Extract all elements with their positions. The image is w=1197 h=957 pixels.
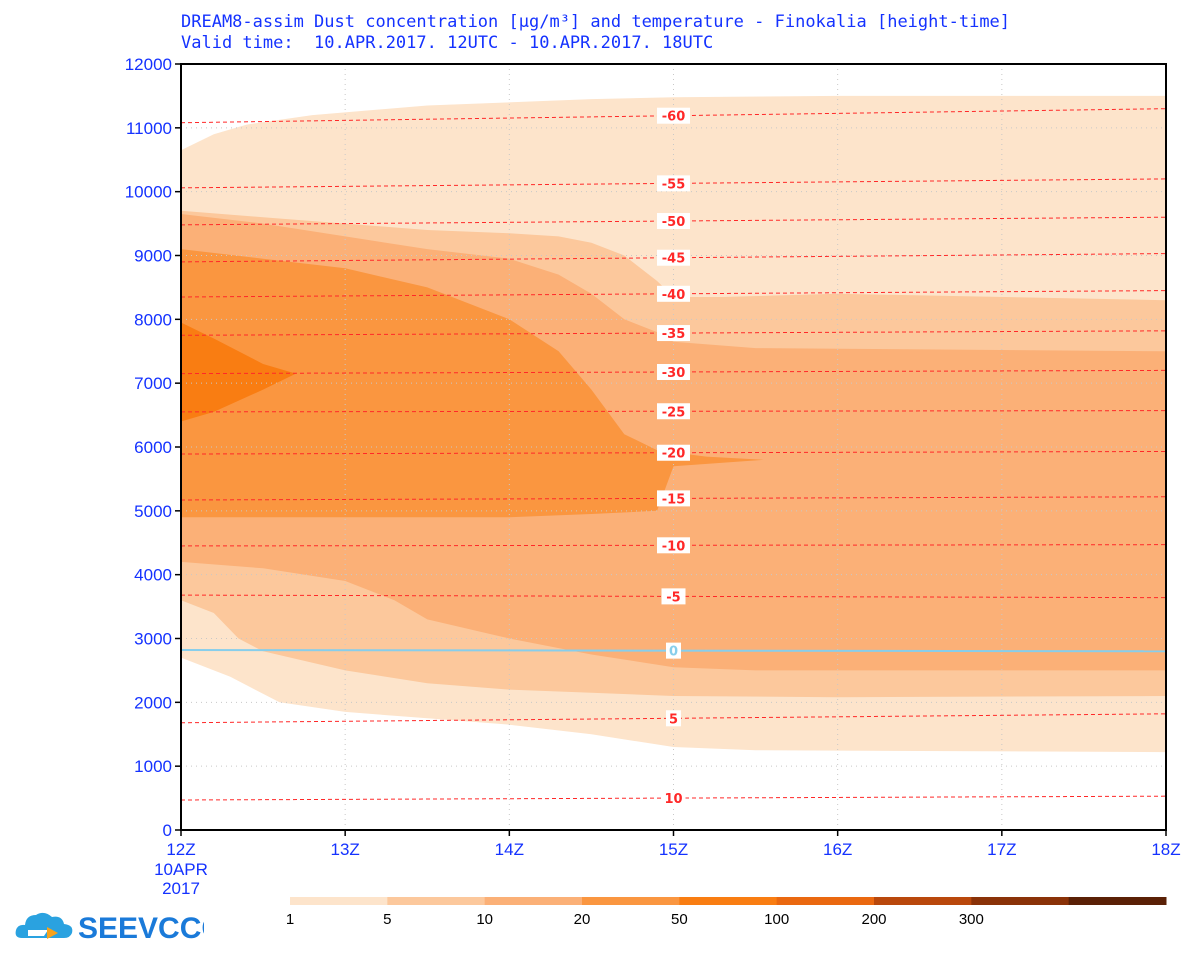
colorbar-segment <box>387 897 486 905</box>
colorbar-segment <box>582 897 680 905</box>
colorbar-segment <box>874 897 972 905</box>
isotherm-label: -40 <box>662 288 686 303</box>
colorbar-label: 10 <box>476 911 493 928</box>
x-tick-label: 17Z <box>987 840 1016 859</box>
dust-contour-50 <box>181 322 296 422</box>
colorbar-segment <box>776 897 875 905</box>
chart-title: DREAM8-assim Dust concentration [µg/m³] … <box>181 12 1011 32</box>
colorbar-label: 1 <box>286 911 294 928</box>
y-tick-label: 12000 <box>125 55 172 74</box>
isotherm-label-bg <box>657 107 690 124</box>
cloud-icon <box>15 912 73 939</box>
y-tick-label: 10000 <box>125 183 172 202</box>
colorbar-label: 300 <box>959 911 984 928</box>
isotherm-label: -60 <box>662 110 686 125</box>
isotherm-label: 0 <box>669 645 678 660</box>
chart-subtitle-valid-time: Valid time: 10.APR.2017. 12UTC - 10.APR.… <box>181 33 714 53</box>
isotherm-label: 5 <box>669 712 678 727</box>
isotherm-label: 10 <box>664 792 682 807</box>
isotherm-label: -25 <box>662 405 686 420</box>
isotherm-label-bg <box>657 213 690 230</box>
colorbar-segment <box>971 897 1070 905</box>
y-tick-label: 8000 <box>134 310 172 329</box>
y-tick-label: 7000 <box>134 374 172 393</box>
isotherm-label-bg <box>666 642 681 659</box>
isotherm-label-bg <box>661 588 686 605</box>
colorbar-label: 200 <box>861 911 886 928</box>
isotherm-label: -15 <box>662 492 686 507</box>
isotherm-label-bg <box>657 249 690 266</box>
x-tick-label: 13Z <box>331 840 360 859</box>
colorbar-segment <box>679 897 778 905</box>
y-tick-label: 2000 <box>134 693 172 712</box>
logo-text: SEEVCCC <box>78 912 204 945</box>
isotherm-label-bg <box>657 175 690 192</box>
y-tick-label: 0 <box>163 821 172 840</box>
isotherm-label: -45 <box>662 252 686 267</box>
seevccc-logo: SEEVCCC <box>15 912 204 945</box>
dust-contour-20 <box>181 249 1166 518</box>
y-tick-label: 3000 <box>134 630 172 649</box>
isotherm-label: -50 <box>662 215 686 230</box>
colorbar-segment <box>290 897 388 905</box>
isotherm-label: -35 <box>662 327 686 342</box>
x-tick-label: 12Z <box>166 840 195 859</box>
x-date-label: 10APR <box>154 860 208 879</box>
isotherm-label-bg <box>657 444 690 461</box>
y-tick-label: 4000 <box>134 566 172 585</box>
isotherm-label: -30 <box>662 366 686 381</box>
colorbar-label: 5 <box>383 911 391 928</box>
y-tick-label: 1000 <box>134 757 172 776</box>
y-tick-label: 5000 <box>134 502 172 521</box>
colorbar-segment <box>1068 897 1167 905</box>
x-tick-label: 16Z <box>823 840 852 859</box>
y-tick-label: 11000 <box>126 119 172 138</box>
colorbar-label: 50 <box>671 911 688 928</box>
x-tick-label: 18Z <box>1151 840 1180 859</box>
x-tick-label: 15Z <box>659 840 688 859</box>
isotherm-label-bg <box>657 325 690 342</box>
x-date-label: 2017 <box>162 879 200 898</box>
y-tick-label: 6000 <box>134 438 172 457</box>
isotherm-label-bg <box>657 363 690 380</box>
colorbar-segment <box>484 897 583 905</box>
isotherm-label-bg <box>657 490 690 507</box>
y-tick-label: 9000 <box>134 247 172 266</box>
isotherm-label-bg <box>657 285 690 302</box>
isotherm-label: -5 <box>666 590 680 605</box>
colorbar-label: 100 <box>764 911 789 928</box>
isotherm-label: -10 <box>662 539 686 554</box>
x-tick-label: 14Z <box>495 840 524 859</box>
isotherm-label-bg <box>661 790 686 807</box>
isotherm-label-bg <box>657 403 690 420</box>
isotherm-label-bg <box>666 710 681 727</box>
colorbar-label: 20 <box>574 911 591 928</box>
isotherm-label: -20 <box>662 447 686 462</box>
isotherm-label: -55 <box>662 177 686 192</box>
isotherm-label-bg <box>657 537 690 554</box>
